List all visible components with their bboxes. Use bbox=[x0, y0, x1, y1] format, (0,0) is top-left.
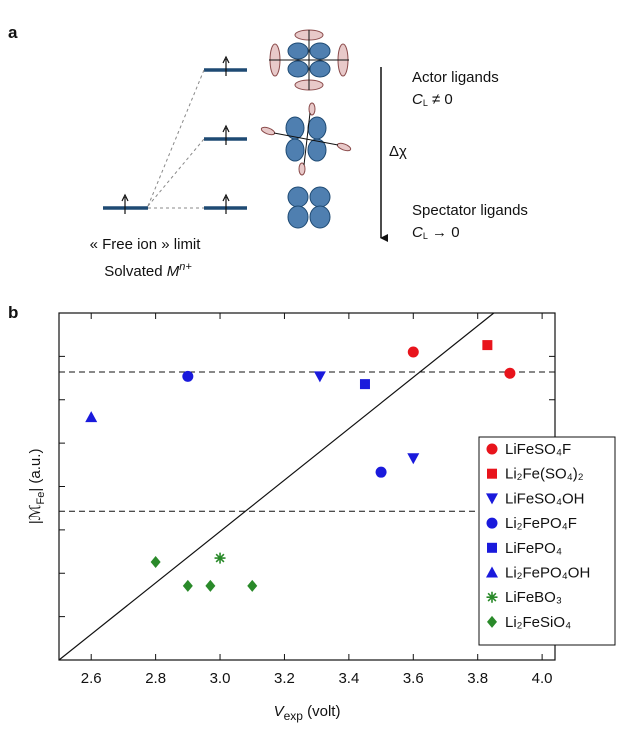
spectator-c: CL → 0 bbox=[412, 224, 460, 241]
point bbox=[375, 466, 387, 478]
point bbox=[313, 371, 326, 383]
solvated-label: Solvated Mn+ bbox=[104, 261, 192, 280]
legend-label: LiFeSO₄F bbox=[505, 441, 571, 458]
point bbox=[486, 566, 498, 578]
legend-label: Li₂FeSiO₄ bbox=[505, 614, 571, 631]
panel-b: b 2.6 2.8 3.0 3.2 3.4 3.6 3.8 4.0 LiFeSO₄F Li₂Fe(S… bbox=[8, 303, 616, 723]
point bbox=[407, 453, 420, 465]
delta-label: Δχ bbox=[389, 143, 407, 160]
point bbox=[205, 579, 216, 592]
y-axis-label: |ℳFe| (a.u.) bbox=[27, 449, 47, 525]
x-tick-label: 2.8 bbox=[145, 670, 166, 687]
point bbox=[85, 411, 98, 423]
x-axis-label: Vexp (volt) bbox=[274, 703, 341, 723]
legend-label: Li₂FePO₄F bbox=[505, 515, 577, 532]
point bbox=[504, 367, 516, 379]
point bbox=[482, 340, 493, 351]
legend-label: LiFePO₄ bbox=[505, 540, 562, 557]
actor-label: Actor ligands bbox=[412, 69, 499, 86]
point bbox=[486, 517, 498, 529]
actor-c: CL ≠ 0 bbox=[412, 91, 453, 108]
legend-label: Li₂Fe(SO₄)₂ bbox=[505, 466, 584, 483]
point bbox=[182, 370, 194, 382]
point bbox=[214, 552, 226, 564]
x-tick-label: 2.6 bbox=[81, 670, 102, 687]
point bbox=[182, 579, 193, 592]
point bbox=[487, 615, 497, 628]
point bbox=[486, 443, 498, 455]
panel-label: b bbox=[8, 303, 18, 322]
point bbox=[247, 579, 258, 592]
level-links bbox=[147, 69, 205, 209]
legend-label: Li₂FePO₄OH bbox=[505, 565, 590, 582]
point bbox=[150, 555, 161, 568]
spins bbox=[121, 55, 230, 214]
x-tick-label: 3.2 bbox=[274, 670, 295, 687]
point bbox=[359, 379, 370, 390]
point bbox=[487, 468, 497, 479]
point bbox=[486, 591, 498, 603]
x-tick-label: 3.0 bbox=[210, 670, 231, 687]
legend-label: LiFeBO₃ bbox=[505, 589, 562, 606]
free-ion-label: « Free ion » limit bbox=[90, 236, 202, 253]
point bbox=[486, 493, 498, 505]
orbitals bbox=[260, 29, 352, 229]
legend-label: LiFeSO₄OH bbox=[505, 490, 584, 507]
panel-a: a bbox=[8, 23, 528, 280]
x-tick-label: 3.8 bbox=[467, 670, 488, 687]
legend-box bbox=[478, 436, 616, 646]
spectator-label: Spectator ligands bbox=[412, 202, 528, 219]
x-tick-label: 3.4 bbox=[338, 670, 359, 687]
panel-label: a bbox=[8, 23, 18, 42]
reference-line bbox=[58, 312, 495, 661]
point bbox=[487, 542, 497, 553]
x-tick-label: 3.6 bbox=[403, 670, 424, 687]
x-tick-label: 4.0 bbox=[532, 670, 553, 687]
point bbox=[407, 346, 419, 358]
